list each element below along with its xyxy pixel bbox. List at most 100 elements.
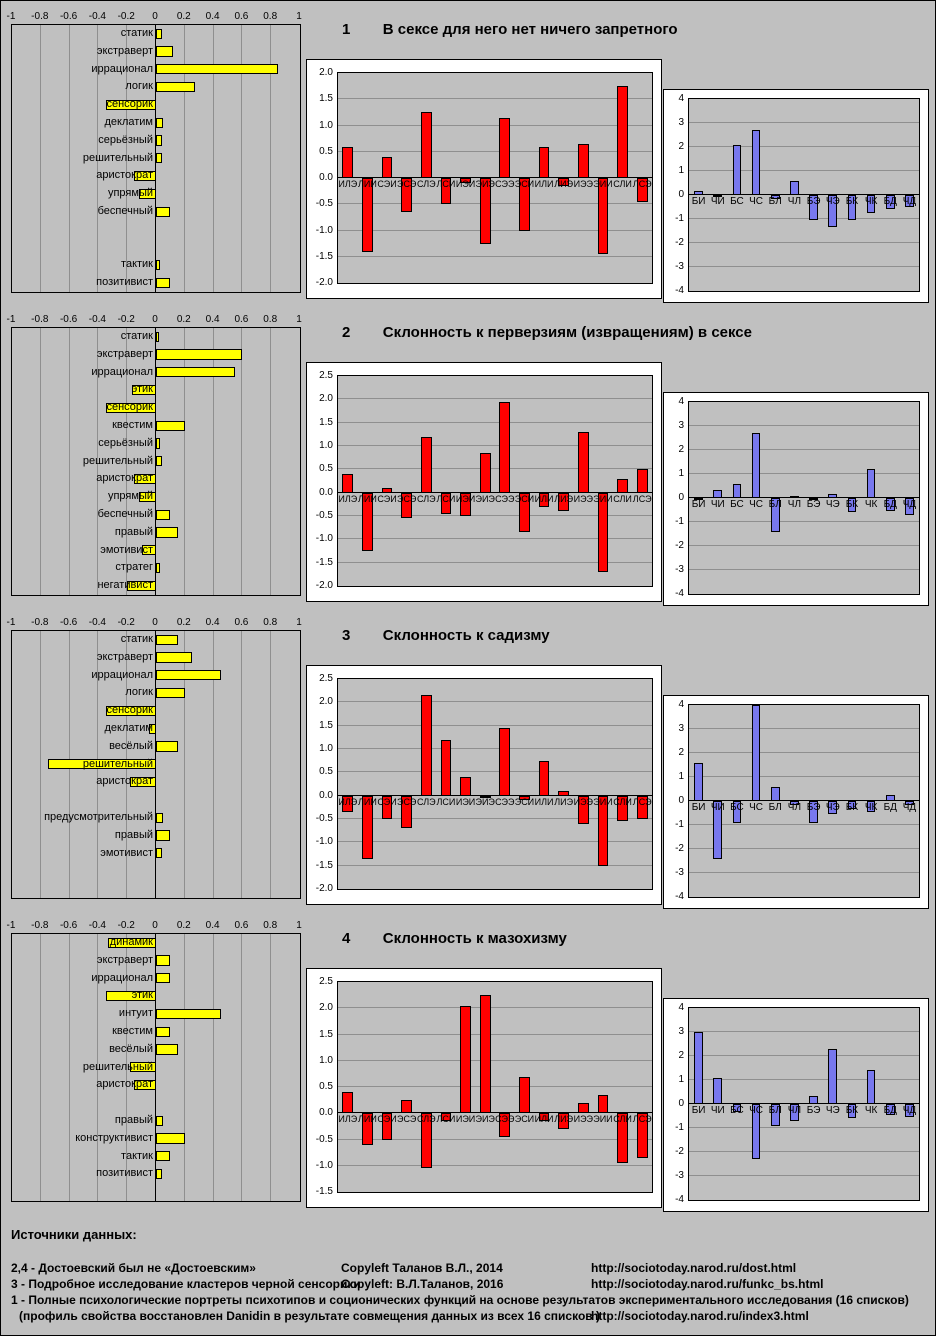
bar: [577, 795, 589, 824]
bar: [866, 801, 876, 812]
category-label: квестим: [112, 419, 153, 431]
y-axis-tick: 2.5: [319, 673, 333, 684]
zero-line: [338, 491, 652, 493]
source-text: (профиль свойства восстановлен Danidin в…: [19, 1309, 600, 1323]
gridline: [689, 872, 919, 873]
category-label: тактик: [121, 258, 153, 271]
category-label: БЭ: [806, 196, 821, 207]
category-label: ЛИЭ: [554, 179, 574, 189]
x-axis-tick: 0.2: [176, 314, 191, 325]
gridline: [270, 25, 272, 292]
category-label: ЧЛ: [787, 1105, 802, 1116]
functions-chart: БИ ЧИ БС ЧС БЛ ЧЛ БЭ ЧЭ БК ЧК БД ЧД -4 -3 -2 -1 0 1 2 3 4: [663, 89, 929, 303]
bar: [138, 491, 156, 503]
bar: [105, 99, 156, 111]
bar: [156, 527, 178, 538]
bar: [156, 28, 162, 39]
category-label: ЛИИ: [358, 493, 377, 504]
category-label: ЭСЭ: [397, 796, 417, 807]
bar: [905, 195, 914, 207]
plot-area: динамик экстраверт иррационал этик интуит кве…: [11, 933, 301, 1202]
bar: [127, 580, 156, 592]
gridline: [689, 1127, 919, 1128]
x-axis-tick: -0.6: [59, 920, 78, 931]
mid-column: 4 Склонность к мазохизму ИЛЭ ЛИИ СЭИ ЭСЭ СЛЭ…: [306, 916, 662, 1212]
x-axis-tick: -0.4: [88, 314, 106, 325]
bar: [156, 438, 161, 449]
bar: [538, 1113, 550, 1122]
source-text: 1 - Полные психологические портреты псих…: [11, 1293, 909, 1307]
zero-line: [338, 177, 652, 178]
category-label: аристократ: [96, 472, 153, 485]
bar: [519, 492, 530, 533]
bar: [156, 153, 162, 164]
category-label: сенсорик: [106, 401, 153, 414]
gridline: [338, 748, 652, 749]
category-label: ЧК: [864, 1105, 878, 1116]
category-label: ИЛИ: [534, 1114, 554, 1125]
plot-area: ИЛЭ ЛИИ СЭИ ЭСЭ СЛЭ ЛСИ ИЭИ ЭИЭ СЭЭ ЭСИ ИЛИ ЛИЭ ИЭЭ Э…: [337, 72, 653, 284]
category-label: ЧИ: [710, 802, 725, 813]
y-axis-tick: 1.5: [319, 1028, 333, 1040]
x-axis-tick: 0.8: [263, 617, 278, 628]
types-chart: ИЛЭ ЛИИ СЭИ ЭСЭ СЛЭ ЛСИ ИЭИ ЭИЭ СЭЭ ЭСИ ИЛИ ЛИЭ ИЭЭ Э…: [306, 665, 662, 905]
bar: [156, 420, 185, 431]
x-axis-tick: -0.2: [117, 920, 135, 931]
gridline: [689, 1175, 919, 1176]
category-label: ЛИЭ: [554, 796, 574, 807]
category-label: ЭИЭ: [475, 493, 495, 504]
category-label: ИЛИ: [534, 493, 554, 504]
gridline: [338, 864, 652, 866]
bar: [597, 1094, 609, 1114]
gridline: [338, 1007, 652, 1009]
bar: [134, 1079, 156, 1091]
bar: [156, 206, 171, 217]
category-label: серьёзный: [98, 436, 153, 449]
gridline: [39, 328, 41, 595]
section-number: 4: [342, 930, 351, 947]
gridline: [270, 631, 272, 898]
category-label: экстраверт: [96, 44, 153, 57]
gridline: [183, 934, 185, 1201]
bar: [156, 277, 171, 289]
bar: [156, 46, 174, 57]
x-axis-tick: 0.2: [176, 11, 191, 22]
plot-area: ИЛЭ ЛИИ СЭИ ЭСЭ СЛЭ ЛСИ ИЭИ ЭИЭ СЭЭ ЭСИ ИЛИ ЛИЭ ИЭЭ Э…: [337, 981, 653, 1193]
x-axis-tick: -0.2: [117, 617, 135, 628]
category-label: ЧЭ: [825, 802, 840, 813]
category-label: ЛИЭ: [554, 493, 574, 504]
category-label: СЛИ: [613, 1114, 632, 1125]
gridline: [338, 229, 652, 231]
bar: [148, 723, 156, 734]
gridline: [270, 328, 272, 595]
plot-area: БИ ЧИ БС ЧС БЛ ЧЛ БЭ ЧЭ БК ЧК БД ЧД: [688, 1007, 920, 1201]
gridline: [338, 203, 652, 205]
y-axis-tick: -1.0: [315, 836, 333, 848]
source-url: http://sociotoday.narod.ru/funkc_bs.html: [591, 1277, 824, 1291]
x-axis-tick: 0.6: [234, 11, 249, 22]
source-line: 2,4 - Достоевский был не «Достоевским» C…: [11, 1261, 931, 1277]
category-label: ЧК: [864, 802, 878, 813]
y-axis-tick: 0.5: [319, 766, 333, 778]
y-axis-tick: -3: [675, 564, 684, 575]
category-label: ЭИЭ: [475, 796, 495, 807]
category-label: ЭСИ: [514, 796, 535, 807]
x-axis-tick: 0.8: [263, 314, 278, 325]
section-title: 3 Склонность к садизму: [342, 627, 550, 645]
bar: [866, 1070, 876, 1104]
bar: [156, 135, 162, 146]
bar: [138, 188, 156, 200]
category-label: БД: [883, 196, 897, 207]
category-label: ЛСИ: [436, 1114, 456, 1125]
types-chart: ИЛЭ ЛИИ СЭИ ЭСЭ СЛЭ ЛСИ ИЭИ ЭИЭ СЭЭ ЭСИ ИЛИ ЛИЭ ИЭЭ Э…: [306, 59, 662, 299]
bar: [362, 492, 373, 551]
bar: [105, 402, 156, 414]
category-label: ЧЛ: [787, 499, 802, 510]
bar: [156, 1008, 221, 1020]
category-label: ИЛИ: [534, 796, 554, 807]
chart-row-2: статик экстраверт иррационал этик сенсорик кв…: [1, 310, 935, 610]
bar: [460, 777, 471, 796]
bar: [847, 801, 857, 810]
bar: [636, 178, 648, 202]
category-label: конструктивист: [75, 1131, 153, 1144]
